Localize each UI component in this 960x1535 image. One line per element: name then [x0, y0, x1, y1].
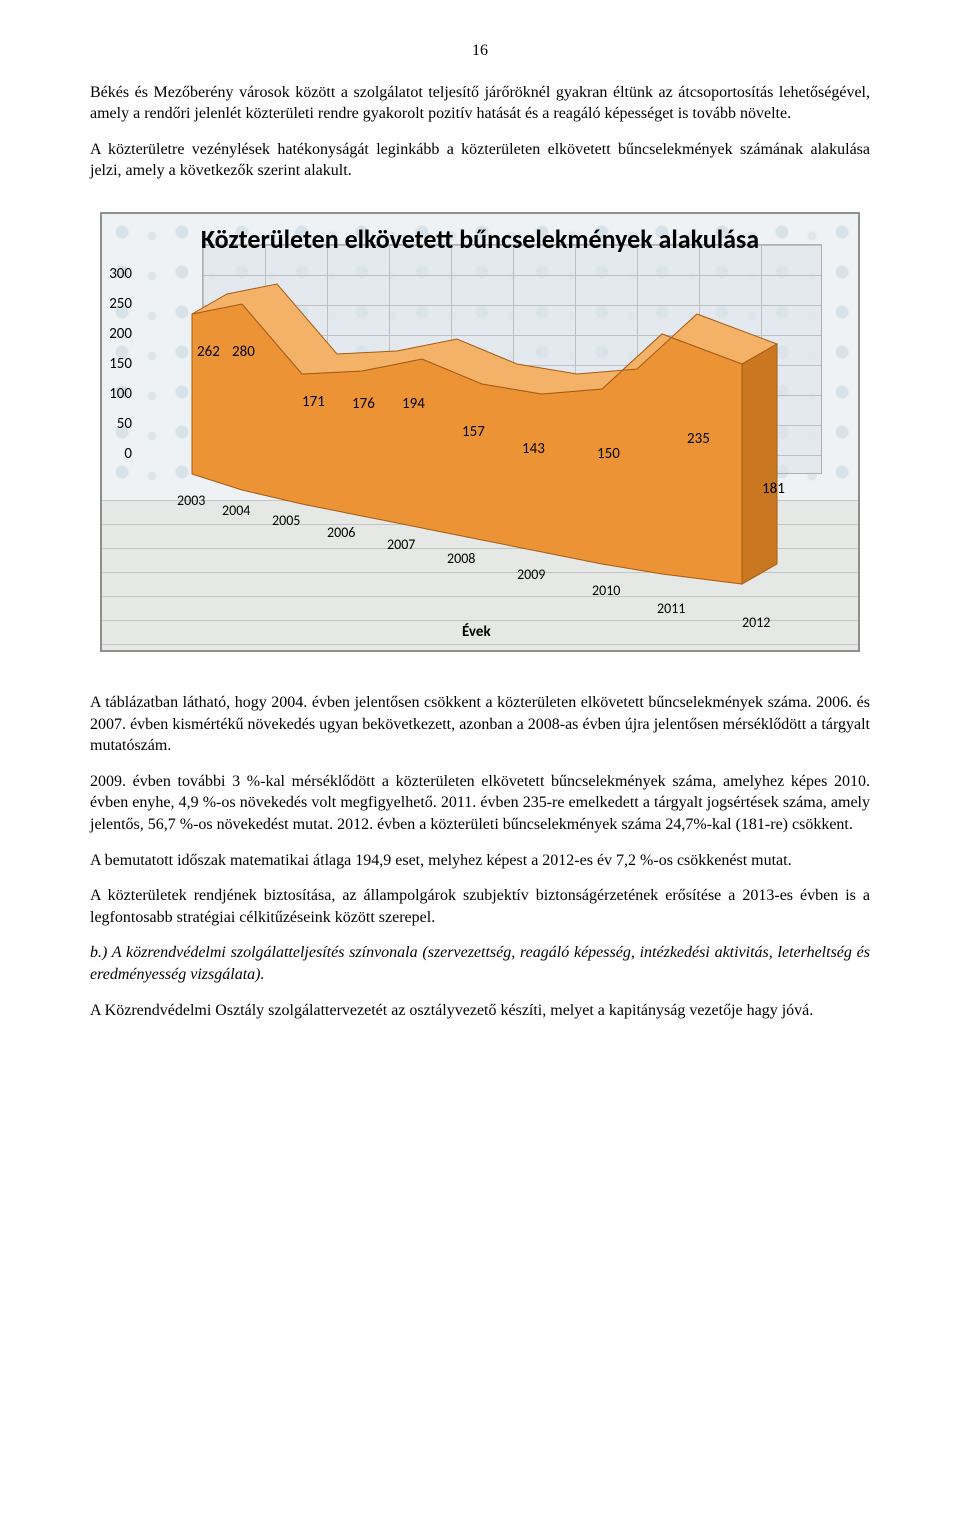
y-tick-5: 250: [109, 294, 132, 314]
area-side-face: [742, 344, 777, 584]
y-tick-4: 200: [109, 324, 132, 344]
x-label-6: 2009: [517, 566, 545, 585]
data-label-0: 262: [197, 342, 220, 362]
y-tick-1: 50: [117, 414, 132, 434]
data-label-3: 176: [352, 394, 375, 414]
y-tick-6: 300: [109, 264, 132, 284]
data-label-4: 194: [402, 394, 425, 414]
x-label-7: 2010: [592, 582, 620, 601]
x-label-9: 2012: [742, 614, 770, 633]
data-label-7: 150: [597, 444, 620, 464]
data-label-9: 181: [762, 479, 785, 499]
paragraph-4: 2009. évben további 3 %-kal mérséklődött…: [90, 771, 870, 836]
paragraph-6: A közterületek rendjének biztosítása, az…: [90, 885, 870, 928]
paragraph-7: b.) A közrendvédelmi szolgálatteljesítés…: [90, 942, 870, 985]
x-label-1: 2004: [222, 502, 250, 521]
x-label-3: 2006: [327, 524, 355, 543]
data-label-5: 157: [462, 422, 485, 442]
paragraph-1: Békés és Mezőberény városok között a szo…: [90, 82, 870, 125]
data-label-2: 171: [302, 392, 325, 412]
chart-title: Közterületen elkövetett bűncselekmények …: [102, 222, 858, 257]
x-label-8: 2011: [657, 600, 685, 619]
y-tick-0: 0: [124, 444, 132, 464]
data-label-8: 235: [687, 429, 710, 449]
x-label-2: 2005: [272, 512, 300, 531]
paragraph-8: A Közrendvédelmi Osztály szolgálattervez…: [90, 1000, 870, 1022]
paragraph-5: A bemutatott időszak matematikai átlaga …: [90, 850, 870, 872]
data-label-6: 143: [522, 439, 545, 459]
x-label-4: 2007: [387, 536, 415, 555]
paragraph-2: A közterületre vezénylések hatékonyságát…: [90, 139, 870, 182]
y-tick-3: 150: [109, 354, 132, 374]
data-label-1: 280: [232, 342, 255, 362]
x-label-0: 2003: [177, 492, 205, 511]
chart-x-title: Évek: [462, 622, 491, 642]
page-number: 16: [90, 40, 870, 62]
y-tick-2: 100: [109, 384, 132, 404]
x-label-5: 2008: [447, 550, 475, 569]
crime-chart: Közterületen elkövetett bűncselekmények …: [100, 212, 860, 652]
paragraph-3: A táblázatban látható, hogy 2004. évben …: [90, 692, 870, 757]
